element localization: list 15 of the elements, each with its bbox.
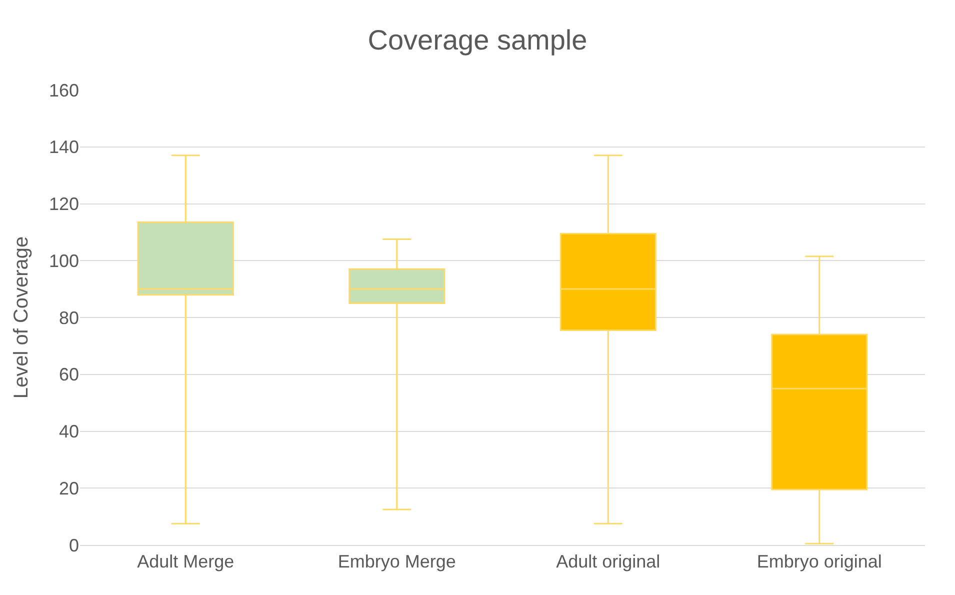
y-axis-title: Level of Coverage <box>10 236 32 399</box>
y-tick-label: 80 <box>58 308 79 328</box>
y-tick-label: 140 <box>48 137 79 158</box>
x-tick-label: Embryo Merge <box>338 552 456 572</box>
chart-title: Coverage sample <box>368 24 588 56</box>
y-tick-label: 120 <box>48 194 79 214</box>
y-tick-label: 60 <box>58 364 79 385</box>
y-tick-label: 160 <box>48 80 79 100</box>
y-tick-label: 20 <box>58 478 79 498</box>
y-tick-label: 100 <box>48 250 79 271</box>
y-tick-label: 0 <box>68 535 79 556</box>
x-tick-label: Embryo original <box>756 552 882 572</box>
x-tick-label: Adult original <box>556 552 660 572</box>
x-tick-label: Adult Merge <box>137 552 234 572</box>
y-tick-label: 40 <box>58 422 79 442</box>
